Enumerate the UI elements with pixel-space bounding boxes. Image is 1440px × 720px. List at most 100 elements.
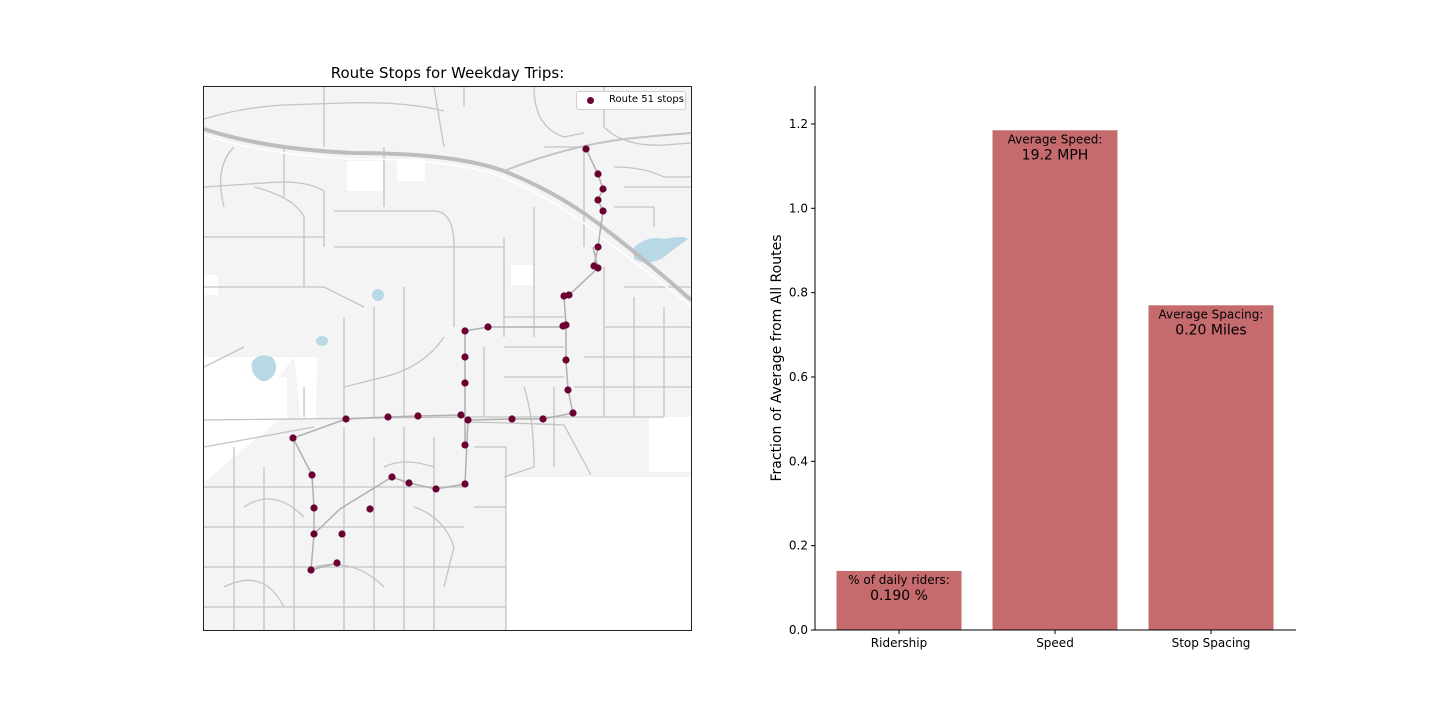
- road-network: [204, 87, 691, 630]
- legend-stop-marker: [587, 97, 594, 104]
- bus-stop: [508, 415, 516, 423]
- bus-stop: [461, 379, 469, 387]
- bus-stop: [405, 479, 413, 487]
- road: [204, 426, 315, 448]
- bus-stop: [461, 353, 469, 361]
- road: [503, 386, 535, 478]
- road: [343, 336, 445, 388]
- bar-annotation-label: % of daily riders:: [848, 573, 950, 587]
- bus-stop: [333, 559, 341, 567]
- pond: [251, 355, 277, 382]
- road: [614, 206, 655, 227]
- land-area: [204, 87, 691, 630]
- y-tick-label: 0.0: [789, 623, 808, 637]
- x-tick-label: Stop Spacing: [1172, 636, 1251, 650]
- highway: [204, 127, 691, 302]
- bus-stop: [289, 434, 297, 442]
- bus-stop: [307, 566, 315, 574]
- highway: [503, 132, 691, 172]
- bus-stop: [384, 413, 392, 421]
- highway: [204, 134, 691, 307]
- road: [603, 87, 691, 146]
- road: [223, 579, 285, 608]
- bus-stop: [432, 485, 440, 493]
- vacant-lot: [511, 265, 533, 285]
- bus-stop: [342, 415, 350, 423]
- bus-stop: [569, 409, 577, 417]
- vacant-lot: [237, 377, 287, 419]
- road: [243, 498, 305, 518]
- bus-stop: [599, 207, 607, 215]
- road: [220, 146, 235, 208]
- bus-stop: [464, 416, 472, 424]
- bus-stop: [461, 327, 469, 335]
- road: [433, 87, 445, 148]
- bar-speed: [992, 130, 1118, 631]
- bar-annotation-value: 0.190 %: [870, 588, 928, 604]
- bus-stop: [599, 185, 607, 193]
- bus-stop: [594, 196, 602, 204]
- legend-label: Route 51 stops: [609, 94, 684, 105]
- lake: [634, 237, 688, 263]
- bus-stop: [484, 323, 492, 331]
- bar-annotation-value: 19.2 MPH: [1022, 147, 1089, 163]
- bus-stop: [539, 415, 547, 423]
- road: [383, 461, 435, 468]
- road: [313, 563, 385, 588]
- route-map: [203, 86, 692, 631]
- route-51-stops: [289, 145, 607, 574]
- y-axis: 0.0 0.2 0.4 0.6 0.8 1.0 1.2: [789, 86, 816, 637]
- road: [204, 181, 325, 247]
- bus-stop: [560, 292, 568, 300]
- bus-stop: [594, 243, 602, 251]
- road: [204, 102, 445, 120]
- vacant-lot: [397, 159, 425, 181]
- bus-stop: [559, 322, 567, 330]
- road: [204, 346, 245, 368]
- bus-stop: [562, 356, 570, 364]
- vacant-lot: [204, 275, 218, 295]
- y-tick-label: 0.6: [789, 370, 808, 384]
- bus-stop: [338, 530, 346, 538]
- bus-stop: [594, 170, 602, 178]
- y-tick-label: 1.2: [789, 117, 808, 131]
- y-tick-label: 0.8: [789, 286, 808, 300]
- bus-stop: [310, 504, 318, 512]
- road: [413, 506, 455, 588]
- y-tick-label: 0.4: [789, 454, 808, 468]
- bus-stop: [461, 441, 469, 449]
- road: [533, 87, 585, 138]
- pond: [372, 289, 384, 301]
- bus-stop: [457, 411, 465, 419]
- bar-annotation-label: Average Speed:: [1008, 132, 1103, 146]
- pond: [316, 336, 328, 346]
- vacant-lot: [347, 161, 383, 191]
- y-axis-label: Fraction of Average from All Routes: [769, 235, 785, 482]
- bars: % of daily riders:0.190 % Average Speed:1…: [836, 130, 1274, 631]
- bus-stop: [366, 505, 374, 513]
- bar-annotation-value: 0.20 Miles: [1175, 322, 1246, 338]
- y-tick-label: 0.2: [789, 539, 808, 553]
- bar-stop-spacing: [1148, 305, 1274, 630]
- x-tick-label: Ridership: [871, 636, 927, 650]
- bus-stop: [564, 386, 572, 394]
- road: [613, 166, 691, 178]
- road: [474, 446, 507, 630]
- map-legend: Route 51 stops: [576, 91, 686, 110]
- bus-stop: [414, 412, 422, 420]
- bus-stop: [582, 145, 590, 153]
- bus-stop: [594, 264, 602, 272]
- bar-ridership: [836, 570, 962, 630]
- street-map: [204, 87, 691, 630]
- x-axis: Ridership Speed Stop Spacing: [815, 629, 1296, 650]
- bus-stop: [308, 471, 316, 479]
- map-title: Route Stops for Weekday Trips:: [330, 64, 565, 82]
- y-tick-label: 1.0: [789, 201, 808, 215]
- bus-stop: [388, 473, 396, 481]
- bus-stop: [310, 530, 318, 538]
- vacant-lot: [649, 417, 691, 472]
- x-tick-label: Speed: [1036, 636, 1074, 650]
- bus-stop: [461, 480, 469, 488]
- road: [204, 286, 365, 308]
